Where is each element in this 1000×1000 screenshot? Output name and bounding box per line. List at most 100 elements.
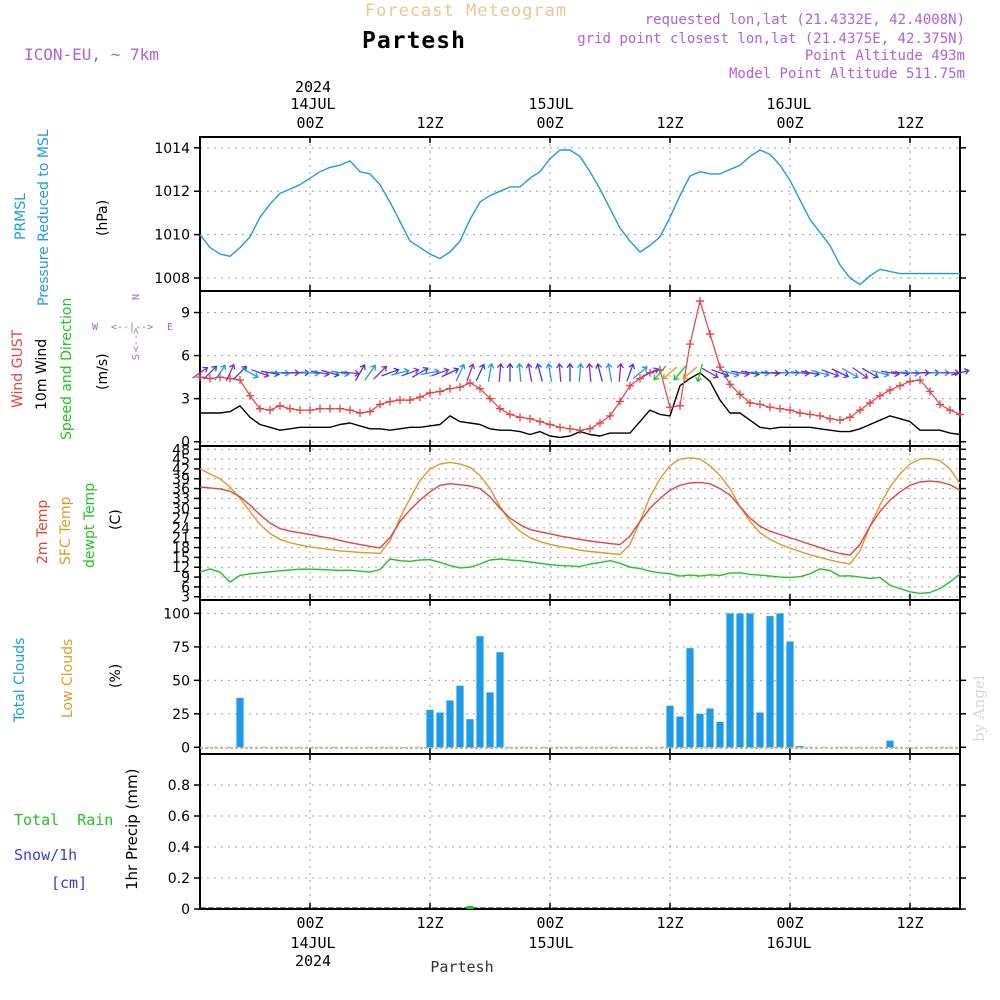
gust-marker bbox=[876, 391, 884, 400]
wind-arrow bbox=[441, 367, 460, 378]
gust-marker bbox=[776, 404, 784, 413]
y-tick-label: 0 bbox=[181, 435, 190, 451]
wind-arrow bbox=[354, 364, 366, 381]
precip-y-axis: 0 0.2 0.4 0.6 0.8 bbox=[168, 754, 966, 918]
gust-marker bbox=[406, 396, 414, 405]
precip-frame bbox=[199, 753, 961, 910]
total-cloud-bar bbox=[436, 712, 444, 748]
wind-arrow bbox=[586, 362, 594, 382]
y-tick-label: 30 bbox=[172, 501, 190, 517]
gust-marker bbox=[576, 426, 584, 435]
y-tick-label: 0 bbox=[181, 740, 190, 756]
total-cloud-bar bbox=[756, 712, 764, 748]
gust-marker bbox=[926, 387, 934, 396]
wind-arrow bbox=[616, 362, 624, 382]
total-cloud-bar bbox=[456, 685, 464, 748]
wind-dir-label: Speed and Direction bbox=[59, 298, 75, 440]
precip-unit: 1hr Precip (mm) bbox=[123, 769, 141, 890]
gust-marker bbox=[746, 398, 754, 407]
gust-marker bbox=[236, 375, 244, 384]
gust-marker bbox=[736, 390, 744, 399]
wind-arrow bbox=[251, 369, 270, 378]
wind-arrow bbox=[401, 367, 420, 377]
total-cloud-bar bbox=[666, 705, 674, 748]
prmsl-label: PRMSL bbox=[13, 193, 29, 240]
gust-marker bbox=[346, 406, 354, 415]
bottom-time-axis: 00Z 12Z 00Z 12Z 00Z 12Z 14JUL 15JUL 16JUL 202… bbox=[290, 914, 923, 970]
gust-marker bbox=[456, 383, 464, 392]
wind-unit: (m/s) bbox=[95, 353, 111, 390]
wind-arrow bbox=[653, 365, 667, 381]
wind-arrow bbox=[373, 365, 388, 380]
clouds-frame bbox=[199, 599, 961, 755]
y-tick-label: 36 bbox=[172, 482, 190, 498]
gust-marker bbox=[546, 420, 554, 429]
gust-marker bbox=[466, 378, 474, 387]
bottom-hour-tick: 00Z bbox=[536, 914, 563, 932]
total-cloud-bar bbox=[236, 697, 244, 748]
compass-north: N bbox=[131, 294, 142, 300]
wind-arrow bbox=[695, 363, 703, 383]
compass-south: S bbox=[131, 354, 142, 360]
total-cloud-bar bbox=[486, 692, 494, 748]
y-tick-label: 3 bbox=[181, 392, 190, 408]
y-tick-label: 27 bbox=[172, 511, 190, 527]
sfc-temp-line bbox=[199, 457, 961, 565]
wind-arrow bbox=[576, 362, 584, 382]
compass-west: W bbox=[92, 322, 99, 333]
y-tick-label: 21 bbox=[172, 531, 190, 547]
wind-label: 10m Wind bbox=[34, 339, 50, 410]
wind-arrow bbox=[890, 369, 911, 377]
gust-marker bbox=[496, 404, 504, 413]
gust-marker bbox=[956, 410, 964, 419]
top-hour-tick: 00Z bbox=[536, 114, 563, 132]
gust-label: Wind GUST bbox=[10, 329, 26, 408]
dew-label: dewpt Temp bbox=[82, 483, 98, 568]
rain-label: Total Rain bbox=[14, 811, 113, 829]
y-tick-label: 0 bbox=[181, 902, 190, 918]
total-cloud-bar bbox=[886, 740, 894, 748]
clouds-panel: 0 25 50 75 100 bbox=[163, 599, 966, 756]
y-tick-label: 50 bbox=[172, 673, 190, 689]
gust-marker bbox=[626, 381, 634, 390]
bottom-hour-tick: 12Z bbox=[656, 914, 683, 932]
gust-marker bbox=[246, 391, 254, 400]
gust-marker bbox=[916, 375, 924, 384]
model-altitude: Model Point Altitude 511.75m bbox=[729, 66, 965, 82]
gust-marker bbox=[266, 406, 274, 415]
gust-marker bbox=[596, 419, 604, 428]
precip-panel: 0 0.2 0.4 0.6 0.8 bbox=[168, 753, 966, 918]
wind-arrow bbox=[701, 367, 719, 379]
y-tick-label: 1010 bbox=[154, 228, 190, 244]
gust-marker bbox=[946, 406, 954, 415]
gust-marker bbox=[786, 406, 794, 415]
pressure-unit: (hPa) bbox=[95, 200, 111, 236]
top-hour-tick: 00Z bbox=[296, 114, 323, 132]
wind-arrow bbox=[556, 362, 564, 382]
y-tick-label: 6 bbox=[181, 580, 190, 596]
gust-marker bbox=[796, 408, 804, 417]
y-tick-label: 33 bbox=[172, 491, 190, 507]
precip-panel-labels: Total Rain Snow/1h [cm] 1hr Precip (mm) bbox=[14, 769, 141, 892]
wind-arrow bbox=[566, 362, 574, 382]
total-cloud-bar bbox=[696, 713, 704, 748]
pressure-label: Pressure Reduced to MSL bbox=[36, 129, 52, 306]
wind-arrow bbox=[641, 367, 660, 378]
clouds-unit: (%) bbox=[108, 664, 124, 688]
total-cloud-bar bbox=[426, 709, 434, 748]
clouds-grid bbox=[200, 600, 960, 754]
gust-marker bbox=[756, 400, 764, 409]
total-cloud-bar bbox=[706, 708, 714, 748]
y-tick-label: 39 bbox=[172, 472, 190, 488]
wind-arrow bbox=[831, 368, 850, 379]
wind-arrow bbox=[673, 365, 687, 381]
wind-arrow bbox=[662, 366, 678, 380]
bottom-hour-tick: 00Z bbox=[296, 914, 323, 932]
wind-arrow bbox=[466, 363, 476, 382]
rain-bar bbox=[466, 905, 474, 909]
wind-arrow bbox=[626, 363, 636, 382]
y-tick-label: 9 bbox=[181, 570, 190, 586]
wind-arrow bbox=[852, 367, 869, 379]
